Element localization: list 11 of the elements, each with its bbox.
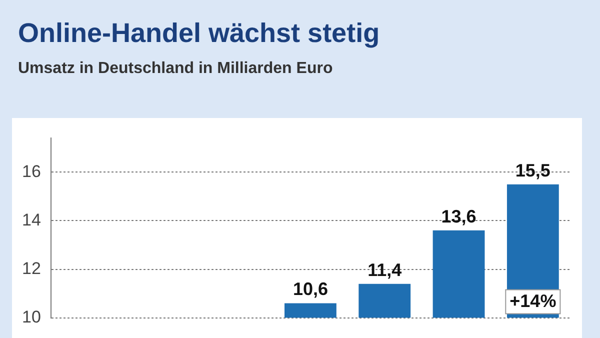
annotation: +14% (510, 290, 556, 311)
data-label: 13,6 (441, 206, 476, 226)
data-label: 15,5 (515, 160, 550, 180)
chart-subtitle: Umsatz in Deutschland in Milliarden Euro (18, 60, 333, 78)
data-label: 11,4 (368, 260, 402, 280)
chart-title: Online-Handel wächst stetig (18, 18, 380, 49)
y-tick-label: 14 (22, 210, 41, 230)
y-tick-label: 10 (22, 307, 41, 326)
data-label: 10,6 (292, 279, 328, 300)
y-tick-label: 16 (22, 162, 41, 181)
y-tick-label: 12 (22, 258, 41, 278)
